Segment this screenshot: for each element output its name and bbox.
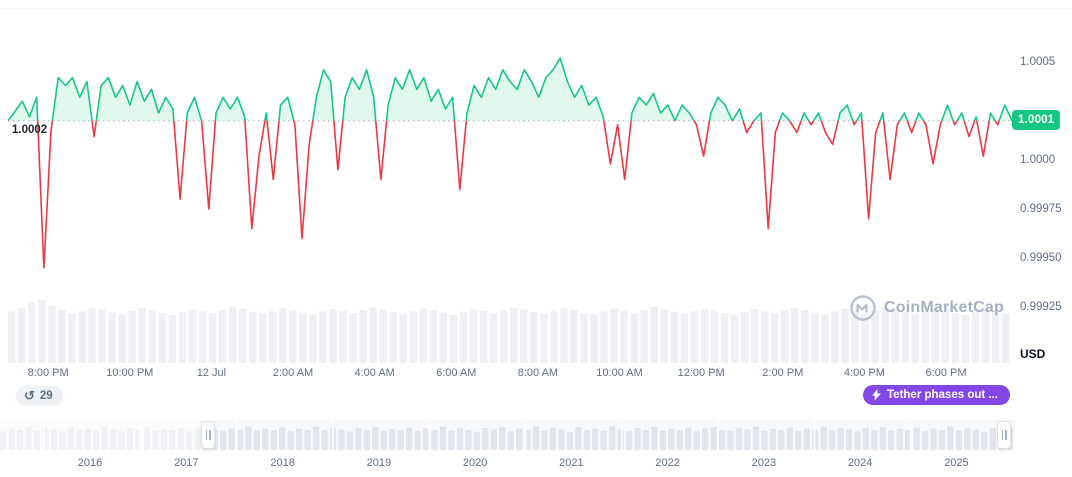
timeline-year-label: 2025 [944, 457, 969, 469]
timeline-years: 2016 2017 2018 2019 2020 2021 2022 2023 2024 2025 [0, 457, 1072, 473]
history-events-badge[interactable]: ↺ 29 [16, 386, 63, 405]
x-tick-label: 10:00 AM [596, 367, 643, 379]
brush-handle-left[interactable] [201, 421, 215, 449]
coinmarketcap-logo-icon [850, 295, 876, 321]
x-tick-label: 10:00 PM [106, 367, 154, 379]
coinmarketcap-watermark: CoinMarketCap [850, 295, 1004, 321]
timeline-histogram [0, 420, 1013, 450]
x-tick-label: 4:00 AM [354, 367, 395, 379]
x-tick-label: 8:00 PM [27, 367, 69, 379]
x-tick-label: 2:00 PM [762, 367, 804, 379]
news-annotation-badge[interactable]: Tether phases out ... [863, 385, 1010, 405]
x-tick-label: 4:00 PM [843, 367, 885, 379]
watermark-text: CoinMarketCap [884, 299, 1004, 316]
timeline-year-label: 2018 [270, 457, 295, 469]
y-tick-label: 1.0000 [1020, 154, 1056, 166]
x-tick-label: 6:00 PM [925, 367, 967, 379]
timeline-year-label: 2016 [77, 457, 103, 469]
axis-unit-label: USD [1020, 347, 1046, 361]
x-axis: 8:00 PM 10:00 PM 12 Jul 2:00 AM 4:00 AM 6:00 … [8, 367, 1012, 382]
price-chart[interactable] [8, 10, 1012, 363]
lightning-icon [872, 389, 881, 401]
brush-handle-right[interactable] [997, 421, 1011, 449]
history-count: 29 [39, 389, 53, 402]
news-label: Tether phases out ... [887, 389, 998, 401]
timeline-range-selector[interactable] [0, 420, 1015, 450]
timeline-year-label: 2024 [847, 457, 873, 469]
timeline-year-label: 2020 [462, 457, 488, 469]
x-tick-label: 12 Jul [196, 367, 227, 379]
x-tick-label: 8:00 AM [517, 367, 559, 379]
current-price-badge: 1.0001 [1012, 109, 1061, 130]
x-tick-label: 12:00 PM [677, 367, 725, 379]
timeline-year-label: 2021 [559, 457, 584, 469]
card-top-border [0, 8, 1072, 9]
timeline-year-label: 2022 [655, 457, 680, 469]
y-tick-label: 0.99975 [1020, 203, 1062, 215]
timeline-year-label: 2017 [174, 457, 199, 469]
y-tick-label: 0.99925 [1020, 301, 1062, 313]
baseline-price-label: 1.0002 [12, 123, 48, 136]
y-axis: 1.0005 1.0000 0.99975 0.99950 0.99925 [1016, 10, 1072, 363]
x-tick-label: 6:00 AM [436, 367, 477, 379]
timeline-year-label: 2023 [751, 457, 777, 469]
history-clock-icon: ↺ [24, 388, 35, 403]
y-tick-label: 1.0005 [1020, 56, 1056, 68]
y-tick-label: 0.99950 [1020, 252, 1062, 264]
timeline-year-label: 2019 [366, 457, 392, 469]
x-tick-label: 2:00 AM [272, 367, 314, 379]
